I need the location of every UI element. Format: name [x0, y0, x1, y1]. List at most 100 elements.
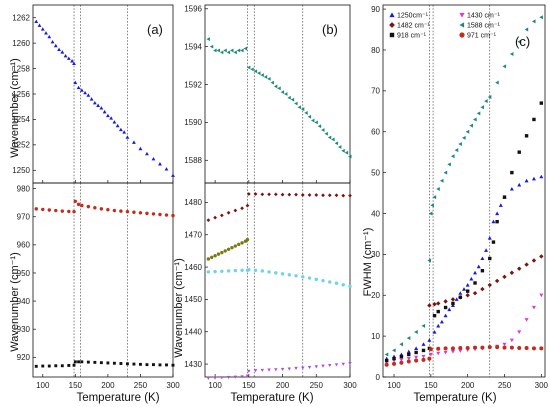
- panel-b-bottom-point: [287, 192, 292, 197]
- panel-b-top-point: [280, 90, 285, 95]
- panel-c-y-tick-label: 40: [371, 209, 380, 218]
- panel-b-bottom-point: [206, 257, 211, 261]
- panel-c-point: [421, 357, 426, 362]
- panel-c-point: [436, 351, 441, 356]
- panel-c-point: [502, 345, 507, 350]
- panel-b-bottom-point: [287, 273, 292, 277]
- panel-c-y-tick-label: 0: [376, 373, 381, 382]
- panel-b-top-point: [337, 145, 342, 149]
- panel-b-bottom-point: [321, 364, 325, 368]
- panel-b-bottom-x-tick-label: 300: [343, 381, 357, 390]
- panel-b-bottom-point: [334, 281, 339, 285]
- panel-a-top-point: [105, 113, 110, 118]
- panel-a-bottom-point: [86, 360, 90, 364]
- panel-a-bottom-point: [151, 212, 156, 216]
- panel-c-point: [473, 345, 478, 350]
- panel-c-point: [399, 342, 404, 347]
- panel-a-bottom-y-tick-label: 950: [17, 269, 31, 278]
- panel-b-bottom-point: [240, 241, 244, 245]
- panel-b-bottom-point: [220, 250, 224, 255]
- panel-a-top-point: [164, 167, 169, 171]
- panel-c-point: [509, 345, 514, 350]
- panel-b-top-point: [233, 50, 237, 55]
- panel-b-bottom-point: [237, 242, 241, 247]
- panel-c-point: [484, 99, 488, 104]
- panel-b-bottom-point: [240, 268, 244, 272]
- panel-a-top-point: [63, 53, 68, 58]
- panel-b-bottom-point: [260, 192, 265, 197]
- panel-b-bottom-point: [260, 269, 265, 273]
- chart-marks: 1250 1252 1254 1256 1258 1260 1262 920 930 940 950…: [12, 5, 548, 390]
- panel-b-bottom-point: [314, 193, 319, 197]
- panel-a-bottom-point: [106, 361, 110, 365]
- panel-c-point: [469, 123, 473, 128]
- panel-c-point: [450, 346, 455, 351]
- panel-b-top-point: [219, 50, 224, 55]
- panel-c-legend: 1250cm⁻¹ 1430 cm⁻¹ 1482 cm⁻¹ 1588 cm⁻¹ 918 c…: [389, 12, 501, 40]
- panel-a-bottom-point: [93, 360, 97, 364]
- legend-marker: [459, 12, 465, 18]
- panel-b-bottom-point: [206, 270, 211, 274]
- panel-b-bottom-point: [233, 268, 238, 273]
- panel-b-bottom-point: [260, 368, 265, 372]
- panel-c-y-tick-label: 90: [371, 5, 380, 14]
- panel-b-bottom-point: [307, 193, 312, 197]
- panel-a-top-point: [171, 173, 175, 177]
- panel-c-point: [384, 362, 389, 367]
- panel-a-bottom-x-tick-label: 150: [69, 381, 83, 390]
- panel-c-point: [443, 170, 448, 175]
- panel-c-point: [421, 348, 426, 353]
- panel-a-top-point: [112, 120, 117, 124]
- panel-b-top-point: [263, 75, 268, 79]
- panel-b-bottom-point: [294, 366, 298, 370]
- panel-c-point: [414, 355, 419, 360]
- panel-b-bottom-point: [213, 376, 217, 380]
- panel-a-bottom-point: [67, 364, 71, 367]
- panel-c-label: (c): [515, 34, 530, 49]
- panel-b-top-series-0: [206, 37, 352, 159]
- panel-b-bottom-point: [341, 362, 345, 366]
- panel-c-point: [502, 274, 507, 280]
- panel-a-bottom-point: [112, 208, 117, 213]
- panel-a-top-point: [92, 101, 97, 105]
- panel-a-top-point: [72, 61, 76, 66]
- panel-c-point: [531, 19, 536, 24]
- panel-b-bottom-point: [213, 254, 217, 258]
- panel-c-point: [414, 330, 418, 335]
- panel-a-top-y-tick-label: 1254: [12, 115, 30, 124]
- panel-c-point: [454, 148, 459, 153]
- panel-c-point: [432, 195, 437, 200]
- panel-b-top-point: [317, 124, 322, 129]
- panel-c-point: [476, 111, 481, 116]
- panel-a-top-point: [57, 47, 61, 52]
- panel-c-point: [436, 186, 440, 191]
- panel-b-top-point: [321, 128, 325, 132]
- panel-b-bottom-point: [301, 275, 305, 279]
- panel-a-bottom-x-tick-label: 200: [101, 381, 115, 390]
- panel-b-bottom-y-tick-label: 1470: [184, 231, 202, 240]
- panel-c-point: [458, 295, 463, 299]
- panel-a-top-point: [122, 130, 127, 134]
- panel-c-point: [436, 323, 441, 328]
- panel-c-point: [465, 293, 470, 298]
- panel-b-bottom-point: [247, 267, 251, 272]
- panel-c-x-tick-label: 300: [535, 381, 549, 390]
- panel-a-bottom-point: [47, 364, 51, 368]
- panel-b-bottom-point: [267, 270, 271, 274]
- panel-b-bottom-point: [245, 374, 250, 378]
- panel-b-top-point: [287, 95, 291, 100]
- panel-c-point: [539, 15, 543, 20]
- panel-c-point: [495, 211, 500, 216]
- panel-b-bottom-point: [213, 215, 217, 220]
- panel-c-x-tick-label: 250: [498, 381, 512, 390]
- panel-a-bottom-y-tick-label: 940: [17, 297, 31, 306]
- panel-c-point: [480, 105, 485, 110]
- panel-a-bottom-point: [138, 362, 142, 366]
- panel-c-point: [462, 135, 466, 140]
- panel-b-top-point: [250, 67, 254, 72]
- panel-b-top-point: [324, 131, 328, 136]
- panel-c-point: [539, 174, 544, 179]
- panel-b-top-point: [223, 48, 227, 53]
- panel-b-bottom-point: [247, 369, 251, 373]
- panel-a-bottom-point: [125, 362, 129, 366]
